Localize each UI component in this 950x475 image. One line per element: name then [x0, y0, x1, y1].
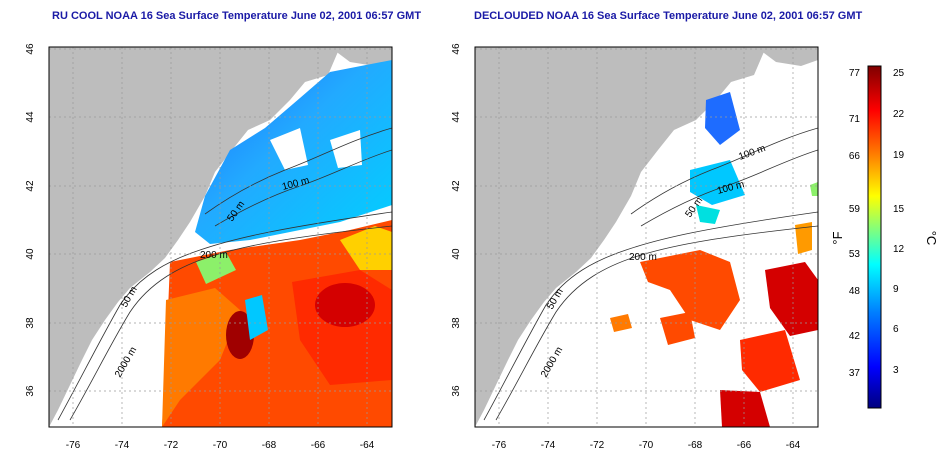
- lon-tick-label: -68: [262, 440, 277, 451]
- left-map-frame: [48, 46, 393, 428]
- right-panel-title: DECLOUDED NOAA 16 Sea Surface Temperatur…: [474, 10, 863, 22]
- colorbar-gradient: [867, 65, 882, 409]
- fahrenheit-tick: 59: [849, 204, 861, 215]
- lon-tick-label: -64: [786, 440, 801, 451]
- lon-tick-label: -74: [115, 440, 130, 451]
- lon-tick-label: -70: [639, 440, 654, 451]
- lon-tick-label: -64: [360, 440, 375, 451]
- celsius-tick: 22: [893, 109, 905, 120]
- lat-tick-label: 44: [25, 111, 36, 123]
- fahrenheit-tick: 42: [849, 331, 861, 342]
- lat-tick-label: 40: [451, 248, 462, 260]
- lat-tick-label: 42: [25, 180, 36, 192]
- lat-tick-label: 46: [25, 43, 36, 55]
- right-map: 100 m 100 m 50 m 200 m 50 m 2000 m -76 -…: [451, 43, 819, 451]
- fahrenheit-tick: 77: [849, 68, 861, 79]
- fahrenheit-tick: 37: [849, 368, 861, 379]
- celsius-tick: 15: [893, 204, 905, 215]
- right-map-frame: [474, 46, 819, 428]
- lat-tick-label: 42: [451, 180, 462, 192]
- contour-label: 200 m: [200, 250, 228, 261]
- lon-tick-label: -66: [737, 440, 752, 451]
- celsius-tick: 19: [893, 150, 905, 161]
- celsius-tick: 3: [893, 365, 899, 376]
- lon-tick-label: -66: [311, 440, 326, 451]
- fahrenheit-tick: 71: [849, 114, 861, 125]
- lon-tick-label: -76: [66, 440, 81, 451]
- lat-tick-label: 46: [451, 43, 462, 55]
- left-map: 100 m 50 m 200 m 50 m 2000 m -76 -74 -72…: [25, 43, 393, 451]
- lat-tick-label: 44: [451, 111, 462, 123]
- lon-tick-label: -72: [164, 440, 179, 451]
- colorbar: 77 71 66 59 53 48 42 37 25 22 19 15 12 9…: [830, 65, 939, 409]
- lat-tick-label: 36: [451, 385, 462, 397]
- lon-tick-label: -74: [541, 440, 556, 451]
- celsius-tick: 6: [893, 324, 899, 335]
- lon-tick-label: -70: [213, 440, 228, 451]
- fahrenheit-tick: 66: [849, 151, 861, 162]
- lat-tick-label: 36: [25, 385, 36, 397]
- lon-tick-label: -72: [590, 440, 605, 451]
- celsius-tick: 9: [893, 284, 899, 295]
- lat-tick-label: 38: [25, 317, 36, 329]
- lat-tick-label: 40: [25, 248, 36, 260]
- fahrenheit-tick: 48: [849, 286, 861, 297]
- left-panel-title: RU COOL NOAA 16 Sea Surface Temperature …: [52, 10, 422, 22]
- fahrenheit-unit-label: °F: [830, 231, 845, 244]
- celsius-tick: 25: [893, 68, 905, 79]
- celsius-unit-label: °C: [924, 231, 939, 246]
- contour-label: 200 m: [629, 252, 657, 263]
- fahrenheit-tick: 53: [849, 249, 861, 260]
- lon-tick-label: -76: [492, 440, 507, 451]
- lon-tick-label: -68: [688, 440, 703, 451]
- lat-tick-label: 38: [451, 317, 462, 329]
- celsius-tick: 12: [893, 244, 905, 255]
